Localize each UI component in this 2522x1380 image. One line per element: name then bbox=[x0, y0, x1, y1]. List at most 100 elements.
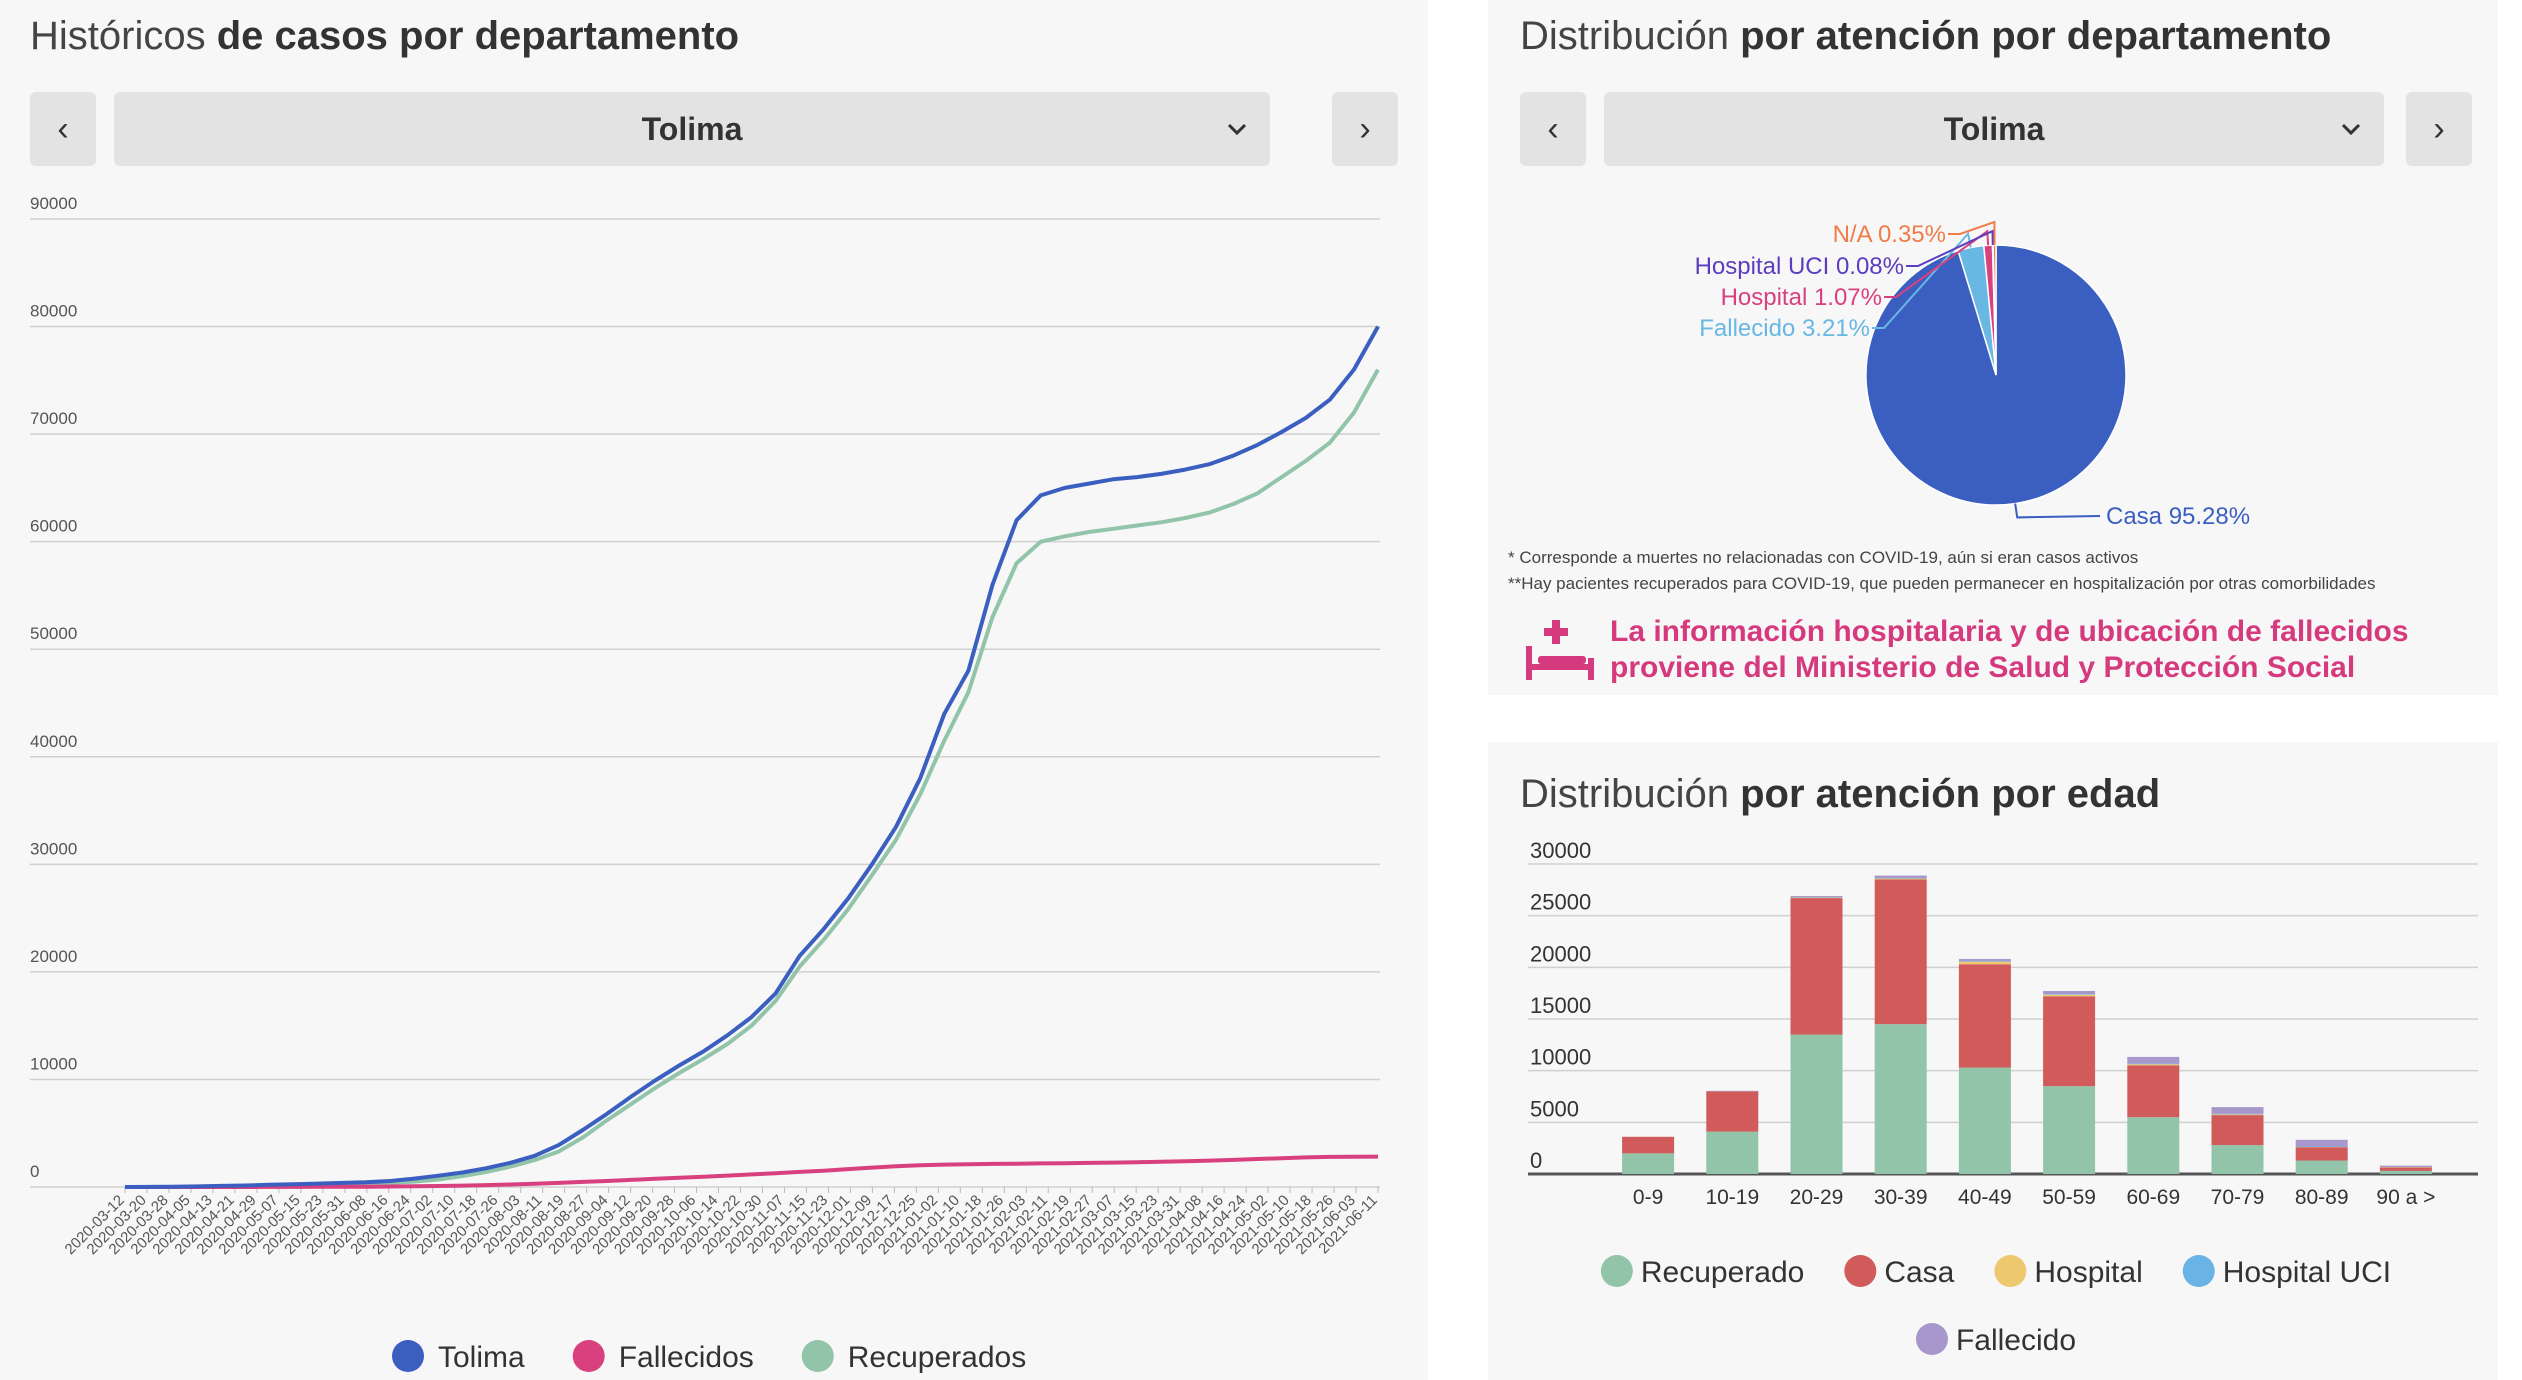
hospital-bed-icon bbox=[1526, 620, 1594, 680]
legend-label: Recuperados bbox=[848, 1341, 1026, 1374]
bar-y-tick-label: 30000 bbox=[1530, 838, 1591, 863]
bar-segment-casa bbox=[2379, 1167, 2432, 1171]
bar-segment-hospital bbox=[2127, 1064, 2180, 1066]
pie-label: Fallecido 3.21% bbox=[1699, 315, 1870, 342]
bar-segment-casa bbox=[2295, 1147, 2348, 1161]
bar-segment-casa bbox=[1790, 898, 1843, 1035]
historicos-panel: Históricos de casos por departamento ‹ T… bbox=[30, 14, 1398, 1374]
hospital-info-line1: La información hospitalaria y de ubicaci… bbox=[1610, 615, 2409, 648]
bar-x-tick-label: 30-39 bbox=[1874, 1186, 1928, 1209]
bar-y-tick-label: 10000 bbox=[1530, 1045, 1591, 1070]
bar-y-tick-label: 25000 bbox=[1530, 890, 1591, 915]
bar-segment-fallecido bbox=[2211, 1107, 2264, 1114]
bar-segment-fallecido bbox=[2127, 1056, 2180, 1064]
atencion-departamento-panel: Distribución por atención por departamen… bbox=[1488, 0, 2498, 695]
bar-x-tick-label: 50-59 bbox=[2042, 1186, 2096, 1209]
bar-legend-marker bbox=[2182, 1255, 2215, 1287]
y-tick-label: 80000 bbox=[30, 302, 77, 321]
bar-segment-recuperado bbox=[2127, 1117, 2180, 1174]
bar-segment-casa bbox=[2211, 1115, 2264, 1146]
bar-segment-recuperado bbox=[1874, 1024, 1927, 1174]
pie-department-select[interactable]: Tolima bbox=[1604, 92, 2384, 166]
y-tick-label: 60000 bbox=[30, 517, 77, 536]
pie-label: Hospital 1.07% bbox=[1721, 284, 1882, 311]
bar-segment-recuperado bbox=[1706, 1131, 1759, 1174]
legend-label: Tolima bbox=[438, 1341, 525, 1374]
bar-segment-fallecido bbox=[2379, 1165, 2432, 1168]
bar-segment-recuperado bbox=[1958, 1067, 2011, 1174]
bar-segment-hospital-uci bbox=[1874, 878, 1927, 879]
bar-legend-marker bbox=[1844, 1255, 1877, 1287]
bar-segment-casa bbox=[1874, 879, 1927, 1025]
legend-marker bbox=[392, 1340, 424, 1372]
prev-department-button[interactable]: ‹ bbox=[30, 92, 96, 166]
bar-segment-hospital-uci bbox=[2043, 994, 2096, 995]
bar-segment-hospital bbox=[1790, 897, 1843, 899]
legend-marker bbox=[801, 1340, 834, 1372]
pie-label: Casa 95.28% bbox=[2106, 503, 2250, 530]
pie-department-select-value: Tolima bbox=[1943, 110, 2045, 147]
bar-segment-fallecido bbox=[2295, 1139, 2348, 1147]
next-department-button[interactable]: › bbox=[1332, 92, 1398, 166]
department-select[interactable]: Tolima bbox=[114, 92, 1270, 166]
bar-y-tick-label: 20000 bbox=[1530, 941, 1591, 966]
bar-legend-label: Fallecido bbox=[1956, 1324, 2076, 1357]
bar-segment-fallecido bbox=[1958, 958, 2011, 962]
bar-legend-marker bbox=[1600, 1255, 1633, 1287]
bar-segment-casa bbox=[1706, 1091, 1759, 1132]
pie-label: Hospital UCI 0.08% bbox=[1695, 253, 1904, 280]
bar-segment-fallecido bbox=[1706, 1090, 1759, 1092]
y-tick-label: 0 bbox=[30, 1162, 39, 1181]
pie-chart: Casa 95.28% Fallecido 3.21% Hospital 1.07%… bbox=[1695, 220, 2250, 530]
bar-x-tick-label: 70-79 bbox=[2211, 1186, 2265, 1209]
legend-label: Fallecidos bbox=[619, 1341, 754, 1374]
bar-segment-recuperado bbox=[2295, 1160, 2348, 1174]
bar-chart: 0 5000 10000 15000 20000 25000 30000 0-9 10-19 20… bbox=[1528, 838, 2478, 1357]
chevron-right-icon: › bbox=[1359, 109, 1371, 148]
historicos-title: Históricos de casos por departamento bbox=[30, 14, 740, 58]
bar-x-tick-label: 60-69 bbox=[2126, 1186, 2180, 1209]
bar-legend-marker bbox=[1994, 1255, 2027, 1287]
chevron-left-icon: ‹ bbox=[1547, 109, 1559, 148]
y-tick-label: 40000 bbox=[30, 732, 77, 751]
bar-segment-hospital bbox=[2379, 1167, 2432, 1168]
y-tick-label: 90000 bbox=[30, 194, 77, 213]
bar-x-tick-label: 90 a > bbox=[2376, 1186, 2435, 1209]
y-tick-label: 20000 bbox=[30, 947, 77, 966]
series-line-fallecidos bbox=[125, 1154, 1379, 1189]
bar-segment-hospital-uci bbox=[1790, 897, 1843, 898]
chevron-left-icon: ‹ bbox=[57, 109, 69, 148]
pie-next-department-button[interactable]: › bbox=[2406, 92, 2472, 166]
bar-segment-recuperado bbox=[2379, 1170, 2432, 1174]
bar-legend-marker bbox=[1915, 1323, 1948, 1355]
bar-segment-fallecido bbox=[1790, 896, 1843, 898]
bar-segment-hospital-uci bbox=[2127, 1063, 2180, 1065]
bar-legend-label: Casa bbox=[1884, 1256, 1954, 1289]
bar-segment-recuperado bbox=[1790, 1034, 1843, 1174]
y-tick-label: 30000 bbox=[30, 839, 77, 858]
bar-x-tick-label: 40-49 bbox=[1958, 1186, 2012, 1209]
bar-y-tick-label: 0 bbox=[1530, 1148, 1542, 1173]
atencion-edad-title: Distribución por atención por edad bbox=[1520, 772, 2161, 816]
note-recuperados: **Hay pacientes recuperados para COVID-1… bbox=[1508, 574, 2376, 593]
pie-leader-line bbox=[1906, 229, 1994, 267]
legend-marker bbox=[572, 1340, 605, 1372]
bar-segment-hospital bbox=[1874, 878, 1927, 880]
bar-legend-label: Hospital bbox=[2034, 1256, 2142, 1289]
chevron-down-icon bbox=[1227, 123, 1247, 136]
bar-x-tick-label: 80-89 bbox=[2295, 1186, 2349, 1209]
series-line-tolima bbox=[124, 325, 1380, 1189]
bar-y-tick-label: 15000 bbox=[1530, 993, 1591, 1018]
pie-prev-department-button[interactable]: ‹ bbox=[1520, 92, 1586, 166]
bar-legend-label: Hospital UCI bbox=[2223, 1256, 2391, 1289]
bar-y-tick-label: 5000 bbox=[1530, 1096, 1579, 1121]
bar-x-tick-label: 20-29 bbox=[1790, 1186, 1844, 1209]
line-chart: 0 10000 20000 30000 40000 50000 60000 70000 8000… bbox=[30, 194, 1381, 1374]
bar-segment-hospital bbox=[2211, 1114, 2264, 1116]
atencion-departamento-title: Distribución por atención por departamen… bbox=[1520, 14, 2332, 58]
department-select-value: Tolima bbox=[641, 110, 743, 147]
bar-segment-casa bbox=[2127, 1065, 2180, 1118]
pie-leader-line bbox=[1884, 229, 1990, 298]
chevron-right-icon: › bbox=[2433, 109, 2445, 148]
series-line-recuperados bbox=[125, 368, 1380, 1189]
